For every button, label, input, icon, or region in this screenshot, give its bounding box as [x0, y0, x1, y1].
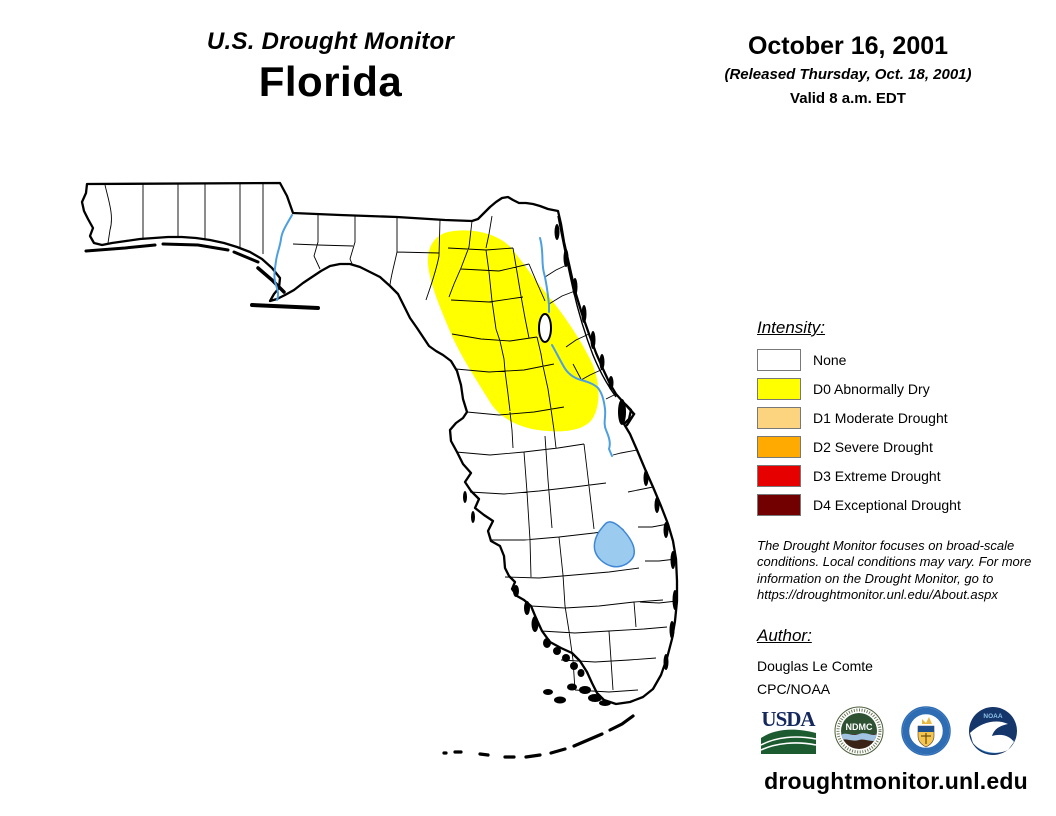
legend-label-none: None	[813, 352, 847, 368]
author-heading: Author:	[757, 626, 812, 645]
author-block: Author: Douglas Le Comte CPC/NOAA	[757, 626, 873, 697]
state-outline	[80, 181, 679, 706]
legend-label-d2: D2 Severe Drought	[813, 439, 933, 455]
usda-logo-text: USDA	[761, 708, 816, 731]
legend-label-d1: D1 Moderate Drought	[813, 410, 948, 426]
report-date: October 16, 2001	[747, 32, 949, 60]
legend-row-d0: D0 Abnormally Dry	[757, 378, 961, 400]
county-lines	[104, 183, 678, 693]
noaa-logo-text: NOAA	[983, 713, 1002, 720]
site-url: droughtmonitor.unl.edu	[764, 768, 1028, 794]
ndmc-logo-text: NDMC	[846, 722, 873, 732]
legend-swatch-none	[757, 349, 801, 371]
noaa-logo: NOAA	[969, 707, 1017, 755]
legend-swatch-d0	[757, 378, 801, 400]
usda-logo: USDA	[760, 708, 817, 754]
lake-okeechobee	[593, 521, 635, 568]
legend-label-d4: D4 Exceptional Drought	[813, 497, 961, 513]
legend-row-d1: D1 Moderate Drought	[757, 407, 961, 429]
legend-label-d3: D3 Extreme Drought	[813, 468, 941, 484]
legend-swatch-d4	[757, 494, 801, 516]
author-name: Douglas Le Comte	[757, 658, 873, 674]
ndmc-ring-text	[836, 708, 882, 754]
legend-row-none: None	[757, 349, 961, 371]
doc-seal-logo	[901, 706, 951, 756]
lake-george	[538, 313, 552, 343]
florida-keys	[442, 714, 635, 759]
disclaimer-text: The Drought Monitor focuses on broad-sca…	[757, 538, 1032, 602]
legend-swatch-d2	[757, 436, 801, 458]
title-block: U.S. Drought Monitor Florida	[158, 28, 503, 106]
valid-time: Valid 8 a.m. EDT	[790, 90, 906, 107]
legend-swatch-d3	[757, 465, 801, 487]
legend-label-d0: D0 Abnormally Dry	[813, 381, 930, 397]
legend: Intensity: None D0 Abnormally Dry D1 Mod…	[757, 318, 961, 524]
legend-row-d2: D2 Severe Drought	[757, 436, 961, 458]
legend-swatch-d1	[757, 407, 801, 429]
apalachicola-river	[273, 214, 293, 301]
intracoastal-waterway	[557, 215, 617, 398]
state-title: Florida	[258, 58, 403, 105]
date-block: October 16, 2001 (Released Thursday, Oct…	[698, 32, 998, 107]
st-johns-river	[539, 237, 613, 457]
intensity-heading: Intensity:	[757, 318, 826, 337]
logo-row: USDA NDMC	[760, 706, 1035, 756]
release-note: (Released Thursday, Oct. 18, 2001)	[724, 66, 972, 83]
legend-row-d3: D3 Extreme Drought	[757, 465, 961, 487]
page-title: U.S. Drought Monitor	[206, 28, 455, 55]
d0-region	[427, 230, 599, 432]
coastal-islands	[84, 224, 678, 706]
author-org: CPC/NOAA	[757, 681, 831, 697]
legend-row-d4: D4 Exceptional Drought	[757, 494, 961, 516]
ndmc-logo: NDMC	[834, 706, 884, 756]
